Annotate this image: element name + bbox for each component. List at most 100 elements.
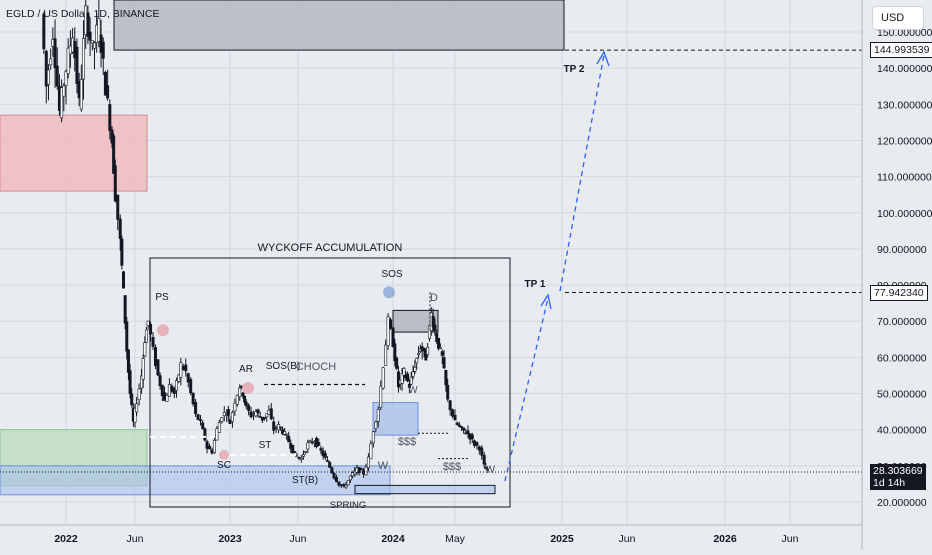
candle bbox=[42, 13, 46, 50]
candle bbox=[369, 443, 373, 460]
candle bbox=[244, 401, 248, 407]
candle bbox=[351, 472, 355, 477]
y-tick-label: 40.000000 bbox=[877, 425, 927, 437]
y-tick-label: 110.000000 bbox=[877, 172, 932, 184]
x-tick-label: Jun bbox=[619, 533, 636, 545]
candle bbox=[130, 393, 134, 406]
candle bbox=[249, 411, 253, 418]
label-sc: SC bbox=[217, 460, 231, 471]
candle bbox=[462, 427, 466, 431]
blue-zone-lower bbox=[354, 484, 496, 495]
candle bbox=[86, 12, 90, 37]
candle bbox=[395, 357, 399, 369]
candle bbox=[62, 85, 66, 97]
candle bbox=[208, 445, 212, 450]
candle bbox=[297, 457, 301, 459]
candle bbox=[406, 373, 410, 382]
candle bbox=[308, 440, 312, 443]
candle bbox=[53, 38, 57, 69]
candle bbox=[391, 327, 395, 348]
candle bbox=[384, 344, 388, 366]
y-tick-label: 120.000000 bbox=[877, 135, 932, 147]
sos-marker bbox=[383, 286, 395, 299]
label-money-1: $$$ bbox=[398, 436, 416, 448]
candle bbox=[332, 472, 336, 479]
candle bbox=[359, 468, 363, 471]
candle bbox=[141, 358, 145, 380]
candle bbox=[212, 440, 216, 454]
candle bbox=[415, 357, 419, 364]
ar-marker bbox=[242, 382, 254, 395]
candle bbox=[291, 444, 295, 454]
candle bbox=[451, 409, 455, 417]
candle bbox=[422, 347, 426, 351]
candle bbox=[485, 468, 489, 471]
candle bbox=[444, 369, 448, 386]
candle bbox=[411, 371, 415, 377]
candle bbox=[440, 351, 444, 356]
x-tick-label: Jun bbox=[290, 533, 307, 545]
candle bbox=[417, 353, 421, 356]
candle bbox=[151, 337, 155, 347]
candle bbox=[317, 442, 321, 446]
candle bbox=[374, 421, 378, 429]
candle bbox=[186, 373, 190, 383]
candle bbox=[475, 441, 479, 446]
y-tick-label: 70.000000 bbox=[877, 316, 927, 328]
candle bbox=[283, 431, 287, 435]
label-sos: SOS bbox=[381, 269, 402, 280]
candle bbox=[194, 402, 198, 414]
currency-button[interactable]: USD bbox=[872, 6, 924, 30]
candle bbox=[256, 409, 260, 414]
y-tick-label: 130.000000 bbox=[877, 99, 932, 111]
label-spring: SPRING bbox=[330, 500, 366, 511]
current-price-tag: 28.303669 1d 14h bbox=[870, 463, 926, 490]
blue-zone-base bbox=[0, 465, 391, 496]
candle bbox=[427, 325, 431, 339]
candle bbox=[272, 421, 276, 431]
candle bbox=[49, 58, 53, 66]
candle bbox=[274, 427, 278, 429]
y-tick-label: 150.000000 bbox=[877, 27, 932, 39]
candle bbox=[254, 411, 258, 417]
label-tp1: TP 1 bbox=[525, 279, 546, 290]
candle bbox=[295, 455, 299, 458]
candle bbox=[435, 333, 439, 342]
candle bbox=[480, 447, 484, 456]
candle bbox=[215, 428, 219, 441]
y-tick-label: 100.000000 bbox=[877, 208, 932, 220]
x-tick-label: Jun bbox=[127, 533, 144, 545]
sc-marker bbox=[219, 450, 229, 460]
candle bbox=[364, 466, 368, 476]
candle bbox=[446, 384, 450, 400]
candle bbox=[112, 135, 116, 174]
candle bbox=[210, 449, 214, 454]
candle bbox=[106, 85, 110, 99]
candle bbox=[82, 38, 86, 80]
candle bbox=[88, 31, 92, 41]
candle bbox=[220, 417, 224, 423]
supply-zone-top bbox=[113, 0, 565, 51]
label-w-3: W bbox=[485, 464, 496, 476]
candle bbox=[265, 413, 269, 418]
y-tick-label: 20.000000 bbox=[877, 497, 927, 509]
x-tick-label: Jun bbox=[782, 533, 799, 545]
candle bbox=[189, 379, 193, 394]
candle bbox=[156, 359, 160, 376]
candle bbox=[146, 320, 150, 326]
x-tick-label: 2025 bbox=[550, 533, 574, 545]
candle bbox=[199, 419, 203, 421]
candle bbox=[137, 388, 141, 400]
candle bbox=[160, 384, 164, 397]
target-price-tag: 77.942340 bbox=[870, 284, 928, 301]
candle bbox=[334, 476, 338, 483]
candle bbox=[438, 346, 442, 349]
wyckoff-title: WYCKOFF ACCUMULATION bbox=[258, 242, 403, 254]
label-sos-b: SOS(B) bbox=[266, 361, 300, 372]
candle bbox=[184, 364, 188, 372]
candle bbox=[143, 342, 147, 357]
candle bbox=[400, 372, 404, 384]
candle bbox=[263, 417, 267, 419]
